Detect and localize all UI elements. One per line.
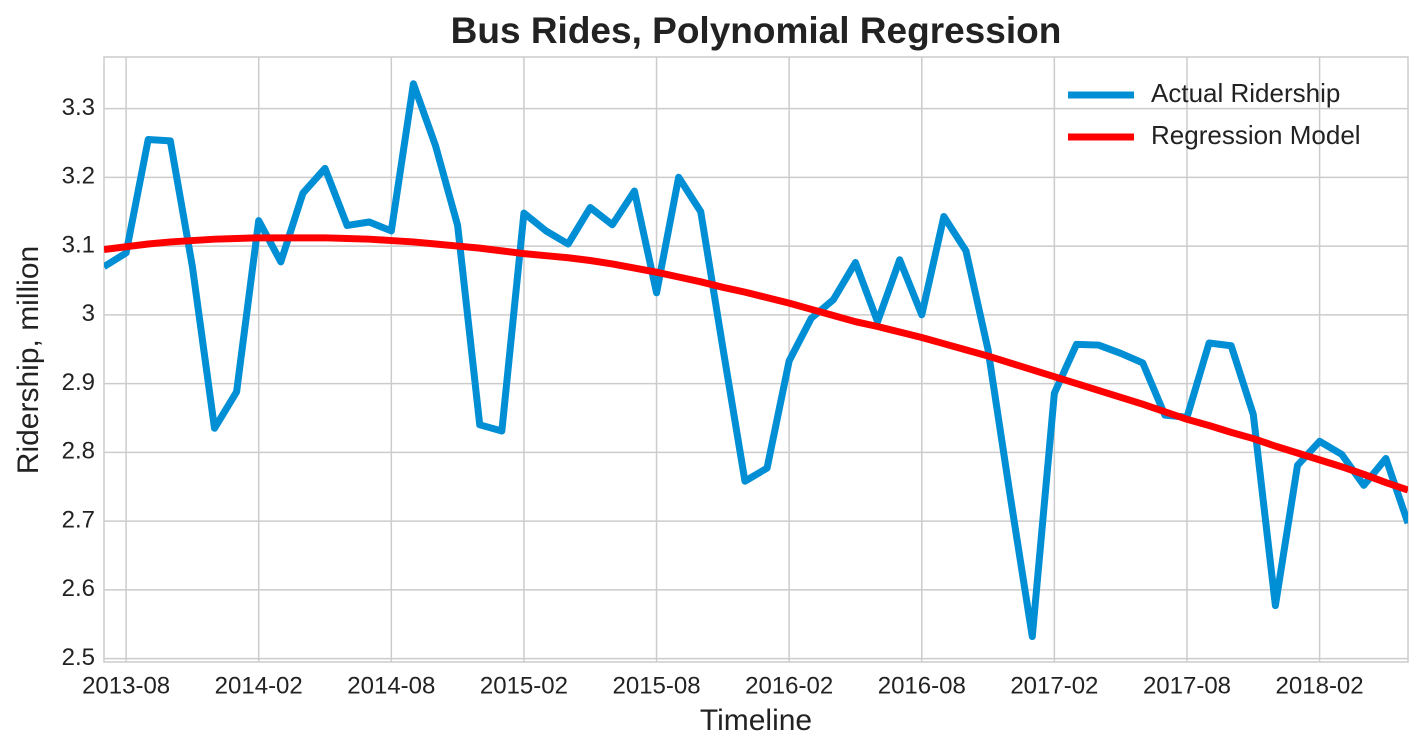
data-line bbox=[104, 234, 1408, 494]
x-tick-label: 2015-08 bbox=[613, 672, 701, 699]
legend-label: Actual Ridership bbox=[1151, 78, 1340, 108]
x-tick-label: 2013-08 bbox=[82, 672, 170, 699]
x-axis-label: Timeline bbox=[700, 704, 812, 737]
y-tick-label: 3.2 bbox=[62, 163, 95, 190]
y-tick-label: 2.7 bbox=[62, 506, 95, 533]
y-tick-label: 3.1 bbox=[62, 231, 95, 258]
y-tick-label: 2.9 bbox=[62, 369, 95, 396]
data-line bbox=[104, 80, 1408, 641]
x-tick-label: 2017-08 bbox=[1143, 672, 1231, 699]
x-tick-label: 2017-02 bbox=[1010, 672, 1098, 699]
y-tick-label: 3.3 bbox=[62, 94, 95, 121]
x-tick-label: 2014-08 bbox=[347, 672, 435, 699]
x-tick-label: 2014-02 bbox=[215, 672, 303, 699]
x-tick-label: 2015-02 bbox=[480, 672, 568, 699]
chart-title: Bus Rides, Polynomial Regression bbox=[451, 10, 1062, 51]
x-tick-label: 2016-08 bbox=[878, 672, 966, 699]
y-axis-label: Ridership, million bbox=[12, 246, 45, 474]
x-tick-label: 2016-02 bbox=[745, 672, 833, 699]
y-tick-label: 2.5 bbox=[62, 644, 95, 671]
y-tick-label: 2.6 bbox=[62, 575, 95, 602]
legend-label: Regression Model bbox=[1151, 120, 1361, 150]
plot-frame bbox=[103, 56, 1409, 663]
y-tick-label: 3 bbox=[82, 300, 95, 327]
y-tick-label: 2.8 bbox=[62, 438, 95, 465]
x-tick-label: 2018-02 bbox=[1276, 672, 1364, 699]
